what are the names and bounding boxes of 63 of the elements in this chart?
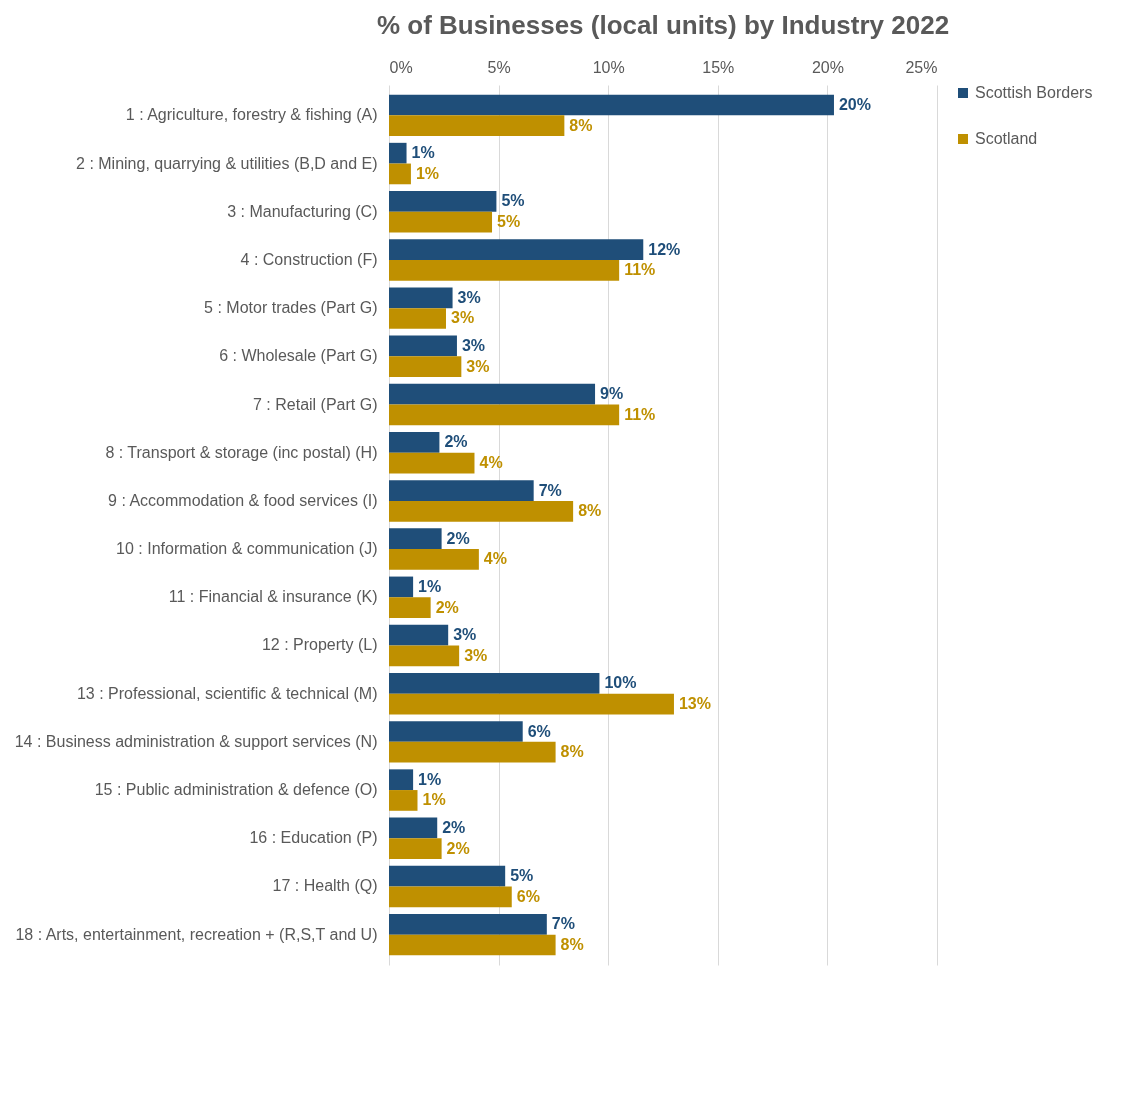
x-tick-label: 10% — [592, 58, 625, 76]
data-label: 3% — [461, 336, 486, 354]
y-tick-label: 11 : Financial & insurance (K) — [168, 588, 378, 606]
y-tick-label: 1 : Agriculture, forestry & fishing (A) — [125, 106, 378, 124]
data-label: 2% — [446, 529, 470, 547]
data-label: 5% — [501, 192, 525, 210]
y-tick-label: 17 : Health (Q) — [272, 877, 378, 895]
data-label: 8% — [560, 743, 584, 761]
y-tick-label: 13 : Professional, scientific & technical (M) — [76, 684, 378, 702]
y-tick-label: 18 : Arts, entertainment, recreation + (R,S,T and U) — [15, 925, 378, 943]
y-tick-label: 7 : Retail (Part G) — [253, 395, 378, 413]
y-tick-label: 5 : Motor trades (Part G) — [204, 299, 378, 317]
y-tick-label: 15 : Public administration & defence (O) — [94, 781, 378, 799]
data-label: 4% — [483, 550, 507, 568]
y-tick-label: 12 : Property (L) — [261, 636, 378, 654]
data-label: 8% — [560, 936, 584, 953]
data-label: 3% — [457, 288, 481, 306]
data-label: 5% — [497, 213, 521, 231]
data-label: 8% — [569, 116, 593, 134]
data-label: 2% — [446, 839, 470, 857]
data-label: 11% — [624, 405, 656, 423]
data-label: 1% — [415, 164, 440, 182]
data-label: 1% — [422, 791, 446, 809]
y-tick-label: 2 : Mining, quarrying & utilities (B,D and E) — [76, 154, 378, 172]
data-label: 2% — [442, 818, 466, 836]
chart-title: % of Businesses (local units) by Industry 2022 — [376, 10, 950, 40]
data-label: 1% — [418, 770, 442, 788]
x-tick-label: 0% — [389, 58, 413, 76]
data-label: 13% — [678, 695, 711, 713]
data-label: 6% — [527, 722, 551, 740]
data-label: 2% — [444, 433, 468, 451]
y-tick-label: 10 : Information & communication (J) — [116, 540, 378, 558]
data-label: 3% — [453, 626, 477, 644]
x-tick-label: 25% — [905, 58, 938, 76]
data-label: 2% — [435, 598, 459, 616]
data-label: 11% — [624, 261, 656, 279]
y-tick-label: 6 : Wholesale (Part G) — [219, 347, 378, 365]
data-label: 3% — [450, 309, 475, 327]
data-label: 4% — [479, 454, 503, 472]
x-tick-label: 15% — [702, 58, 735, 76]
data-label: 20% — [838, 96, 872, 113]
data-label: 1% — [411, 144, 435, 162]
x-tick-label: 20% — [811, 58, 844, 76]
data-label: 3% — [466, 357, 490, 375]
data-label: 10% — [604, 674, 637, 692]
y-tick-label: 9 : Accommodation & food services (I) — [108, 491, 378, 509]
data-label: 9% — [600, 385, 624, 403]
y-tick-label: 3 : Manufacturing (C) — [227, 202, 378, 220]
data-label: 7% — [538, 481, 562, 499]
y-tick-label: 16 : Education (P) — [249, 829, 378, 847]
data-label: 5% — [510, 867, 534, 885]
y-tick-label: 4 : Construction (F) — [240, 250, 378, 268]
data-label: 7% — [551, 915, 575, 933]
data-label: 1% — [418, 577, 442, 595]
data-label: 3% — [464, 646, 488, 664]
x-tick-label: 5% — [487, 58, 511, 76]
data-label: 12% — [648, 240, 681, 258]
legend-label: Scottish Borders — [975, 84, 1093, 101]
y-tick-label: 14 : Business administration & support services (N) — [14, 732, 378, 750]
data-label: 6% — [516, 887, 540, 905]
data-label: 8% — [578, 502, 602, 520]
y-tick-label: 8 : Transport & storage (inc postal) (H) — [105, 443, 378, 461]
legend-label: Scotland — [975, 130, 1038, 147]
